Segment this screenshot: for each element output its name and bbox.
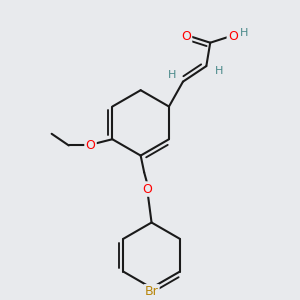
Text: O: O: [181, 30, 191, 43]
Text: H: H: [214, 66, 223, 76]
Text: O: O: [228, 30, 238, 43]
Text: O: O: [143, 182, 153, 196]
Text: H: H: [240, 28, 249, 38]
Text: Br: Br: [145, 285, 158, 298]
Text: H: H: [168, 70, 176, 80]
Text: O: O: [85, 139, 95, 152]
